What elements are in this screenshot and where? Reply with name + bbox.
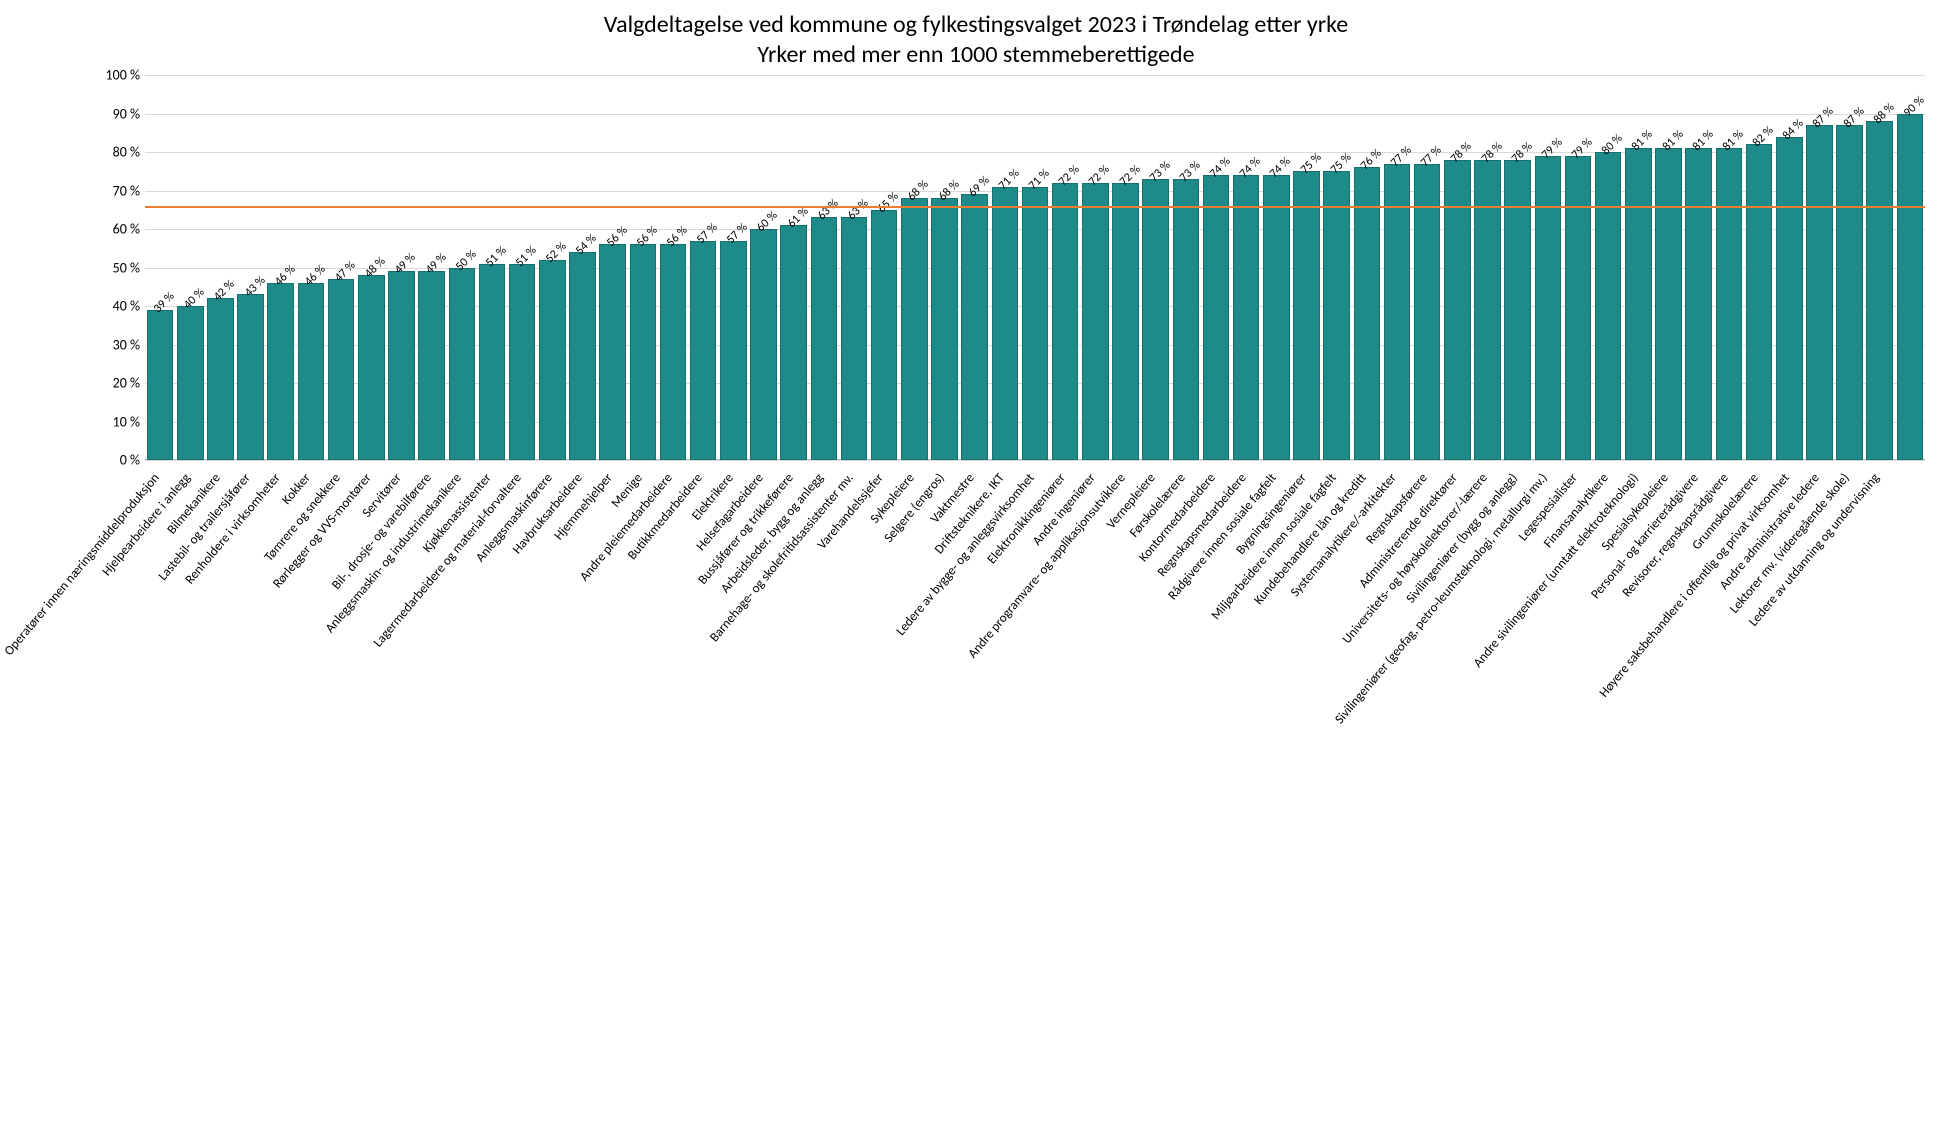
bar <box>237 294 264 460</box>
chart-title-line1: Valgdeltagelse ved kommune og fylkesting… <box>0 10 1952 39</box>
bar <box>479 264 506 460</box>
bar <box>1354 167 1381 460</box>
bar <box>1836 125 1863 460</box>
bar <box>509 264 536 460</box>
y-axis-label: 40 % <box>90 298 140 315</box>
bar <box>1293 171 1320 460</box>
bar <box>388 271 415 460</box>
bar <box>1806 125 1833 460</box>
y-axis-label: 50 % <box>90 259 140 276</box>
bar <box>569 252 596 460</box>
bar <box>207 298 234 460</box>
y-axis-label: 70 % <box>90 182 140 199</box>
bar <box>1776 137 1803 460</box>
bar <box>992 187 1019 460</box>
bar <box>418 271 445 460</box>
bar <box>1746 144 1773 460</box>
y-axis-label: 0 % <box>90 452 140 469</box>
bar <box>871 210 898 460</box>
bar <box>539 260 566 460</box>
bar <box>630 244 657 460</box>
bar <box>690 241 717 460</box>
bar <box>1142 179 1169 460</box>
gridline <box>145 460 1925 461</box>
bar <box>1595 152 1622 460</box>
y-axis-label: 80 % <box>90 144 140 161</box>
bar <box>1112 183 1139 460</box>
gridline <box>145 75 1925 76</box>
bar <box>1504 160 1531 460</box>
bar <box>328 279 355 460</box>
bar <box>1716 148 1743 460</box>
bar <box>1685 148 1712 460</box>
bar <box>1535 156 1562 460</box>
bar <box>1052 183 1079 460</box>
bar <box>780 225 807 460</box>
bar <box>660 244 687 460</box>
reference-line <box>145 206 1925 209</box>
chart-title-line2: Yrker med mer enn 1000 stemmeberettigede <box>0 40 1952 69</box>
bar <box>811 217 838 460</box>
bar <box>1263 175 1290 460</box>
bar <box>1866 121 1893 460</box>
plot-area: 0 %10 %20 %30 %40 %50 %60 %70 %80 %90 %1… <box>145 75 1925 460</box>
y-axis-label: 60 % <box>90 221 140 238</box>
bar <box>298 283 325 460</box>
bar <box>1897 114 1924 461</box>
bar <box>177 306 204 460</box>
bar <box>750 229 777 460</box>
bar <box>599 244 626 460</box>
bar <box>931 198 958 460</box>
bar <box>1444 160 1471 460</box>
y-axis-label: 30 % <box>90 336 140 353</box>
bar <box>1233 175 1260 460</box>
bar <box>841 217 868 460</box>
bar <box>358 275 385 460</box>
bar <box>720 241 747 460</box>
y-axis-label: 20 % <box>90 375 140 392</box>
bar <box>449 268 476 461</box>
bar <box>901 198 928 460</box>
bar <box>1082 183 1109 460</box>
bar <box>1474 160 1501 460</box>
bar <box>1625 148 1652 460</box>
category-label: Operatører innen næringsmiddelproduksjon <box>2 471 163 659</box>
bar <box>1022 187 1049 460</box>
bar <box>267 283 294 460</box>
bar <box>1203 175 1230 460</box>
bar <box>1655 148 1682 460</box>
y-axis-label: 100 % <box>90 67 140 84</box>
y-axis-label: 10 % <box>90 413 140 430</box>
bar <box>1323 171 1350 460</box>
gridline <box>145 114 1925 115</box>
bar <box>961 194 988 460</box>
y-axis-label: 90 % <box>90 105 140 122</box>
bar <box>1565 156 1592 460</box>
chart-container: Valgdeltagelse ved kommune og fylkesting… <box>0 0 1952 1125</box>
bar <box>1173 179 1200 460</box>
bar <box>147 310 174 460</box>
